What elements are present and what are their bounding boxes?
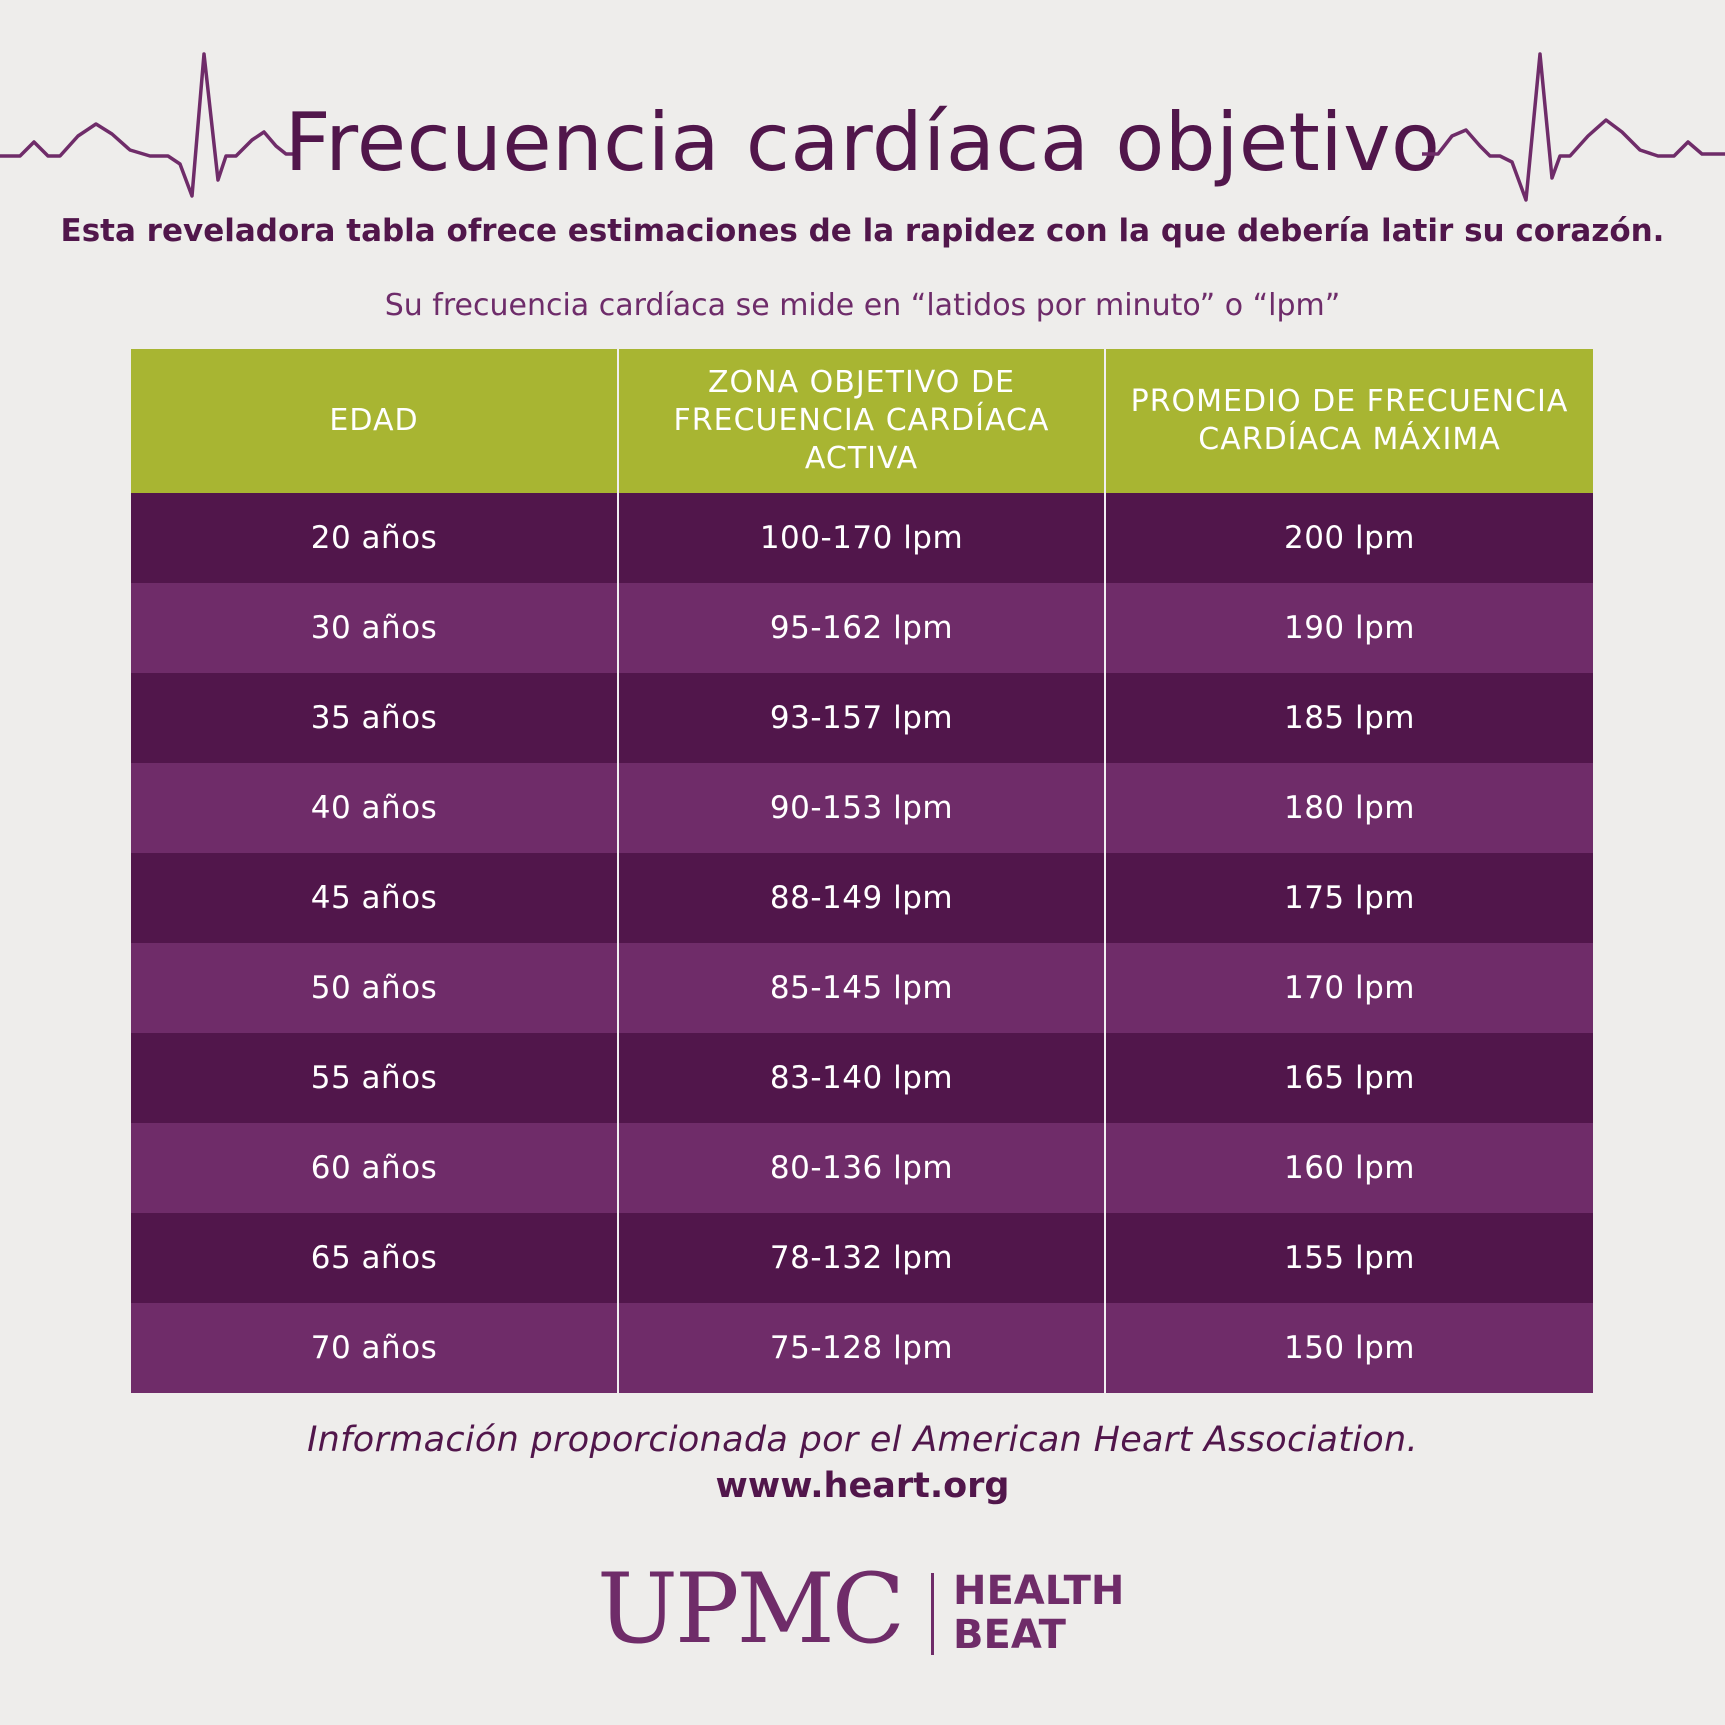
target-zone-cell: 85-145 lpm (617, 943, 1105, 1033)
target-zone-cell: 75-128 lpm (617, 1303, 1105, 1393)
target-zone-cell: 83-140 lpm (617, 1033, 1105, 1123)
max-rate-cell: 165 lpm (1104, 1033, 1593, 1123)
logo-divider (931, 1573, 934, 1655)
target-zone-cell: 93-157 lpm (617, 673, 1105, 763)
max-rate-cell: 155 lpm (1104, 1213, 1593, 1303)
target-zone-cell: 78-132 lpm (617, 1213, 1105, 1303)
age-cell: 65 años (131, 1213, 618, 1303)
age-cell: 55 años (131, 1033, 618, 1123)
age-cell: 60 años (131, 1123, 618, 1213)
table-row: 40 años 90-153 lpm 180 lpm (131, 763, 1593, 853)
max-rate-cell: 190 lpm (1104, 583, 1593, 673)
source-url: www.heart.org (715, 1466, 1010, 1506)
subtitle: Esta reveladora tabla ofrece estimacione… (60, 213, 1665, 249)
age-cell: 35 años (131, 673, 618, 763)
max-rate-cell: 200 lpm (1104, 493, 1593, 583)
age-cell: 30 años (131, 583, 618, 673)
target-zone-cell: 100-170 lpm (617, 493, 1105, 583)
header: Frecuencia cardíaca objetivo (0, 50, 1725, 210)
age-cell: 40 años (131, 763, 618, 853)
table-header-row: EDAD ZONA OBJETIVO DE FRECUENCIA CARDÍAC… (131, 349, 1593, 493)
max-rate-cell: 180 lpm (1104, 763, 1593, 853)
table-row: 35 años 93-157 lpm 185 lpm (131, 673, 1593, 763)
max-rate-cell: 185 lpm (1104, 673, 1593, 763)
max-rate-cell: 170 lpm (1104, 943, 1593, 1033)
upmc-health-beat-logo: UPMC HEALTH BEAT (597, 1559, 1157, 1665)
logo-brand: UPMC (597, 1553, 905, 1665)
page-title: Frecuencia cardíaca objetivo (284, 96, 1441, 189)
table-row: 50 años 85-145 lpm 170 lpm (131, 943, 1593, 1033)
max-rate-cell: 160 lpm (1104, 1123, 1593, 1213)
logo-line-health: HEALTH (953, 1568, 1125, 1614)
age-cell: 20 años (131, 493, 618, 583)
target-zone-cell: 88-149 lpm (617, 853, 1105, 943)
table-row: 65 años 78-132 lpm 155 lpm (131, 1213, 1593, 1303)
column-header-max-rate: PROMEDIO DE FRECUENCIA CARDÍACA MÁXIMA (1104, 349, 1593, 493)
table-row: 70 años 75-128 lpm 150 lpm (131, 1303, 1593, 1393)
table-row: 45 años 88-149 lpm 175 lpm (131, 853, 1593, 943)
table-row: 30 años 95-162 lpm 190 lpm (131, 583, 1593, 673)
target-zone-cell: 80-136 lpm (617, 1123, 1105, 1213)
table-row: 60 años 80-136 lpm 160 lpm (131, 1123, 1593, 1213)
max-rate-cell: 175 lpm (1104, 853, 1593, 943)
heart-rate-table-grid: EDAD ZONA OBJETIVO DE FRECUENCIA CARDÍAC… (131, 349, 1593, 1393)
age-cell: 50 años (131, 943, 618, 1033)
target-zone-cell: 90-153 lpm (617, 763, 1105, 853)
logo-line-beat: BEAT (953, 1612, 1066, 1658)
source-attribution: Información proporcionada por el America… (307, 1420, 1418, 1460)
max-rate-cell: 150 lpm (1104, 1303, 1593, 1393)
age-cell: 45 años (131, 853, 618, 943)
column-header-age: EDAD (131, 349, 618, 493)
table-row: 20 años 100-170 lpm 200 lpm (131, 493, 1593, 583)
column-header-target-zone: ZONA OBJETIVO DE FRECUENCIA CARDÍACA ACT… (617, 349, 1105, 493)
heartbeat-line-icon (0, 52, 300, 198)
target-zone-cell: 95-162 lpm (617, 583, 1105, 673)
heartbeat-line-icon (1422, 52, 1725, 202)
heart-rate-table: EDAD ZONA OBJETIVO DE FRECUENCIA CARDÍAC… (131, 349, 1593, 1393)
age-cell: 70 años (131, 1303, 618, 1393)
table-row: 55 años 83-140 lpm 165 lpm (131, 1033, 1593, 1123)
measurement-note: Su frecuencia cardíaca se mide en “latid… (384, 288, 1341, 323)
